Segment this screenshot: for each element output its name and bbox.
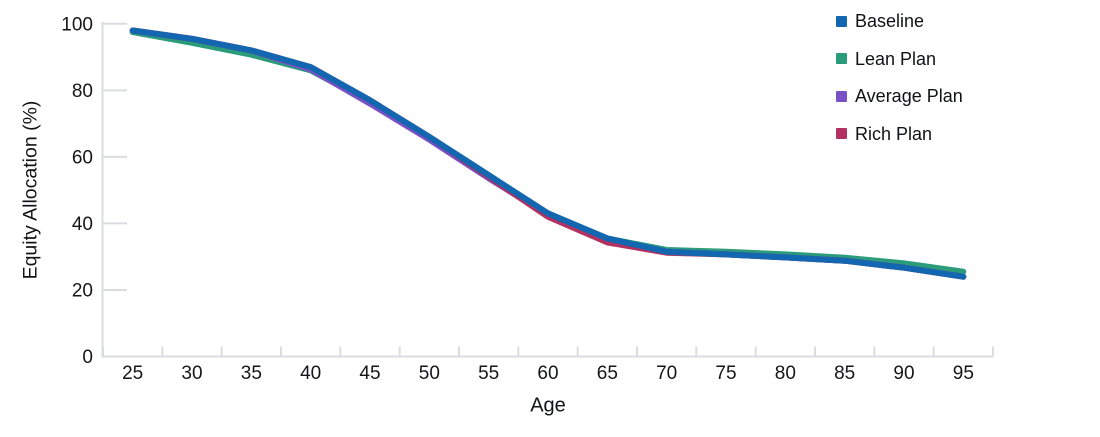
legend-label: Baseline (855, 11, 925, 31)
x-tick-label: 50 (419, 363, 440, 384)
x-tick-label: 80 (775, 363, 796, 384)
legend-label: Rich Plan (855, 123, 933, 144)
legend-item-lean-plan[interactable]: Lean Plan (836, 49, 963, 69)
x-tick-label: 30 (181, 363, 202, 384)
legend-item-rich-plan[interactable]: Rich Plan (836, 124, 963, 144)
x-axis-title: Age (530, 394, 566, 417)
y-tick-label: 80 (72, 81, 93, 102)
y-tick-label: 0 (82, 347, 93, 368)
x-tick-label: 25 (122, 363, 143, 384)
x-tick-label: 90 (893, 363, 914, 384)
x-tick-label: 40 (300, 363, 321, 384)
x-tick-label: 60 (537, 363, 558, 384)
x-tick-label: 70 (656, 363, 677, 384)
y-tick-label: 40 (72, 214, 93, 235)
x-tick-label: 55 (478, 363, 499, 384)
legend-swatch-icon (836, 53, 847, 64)
y-tick-label: 100 (61, 14, 93, 35)
legend-swatch-icon (836, 90, 847, 102)
legend-item-average-plan[interactable]: Average Plan (836, 86, 963, 106)
legend-label: Lean Plan (855, 48, 937, 69)
y-axis-title: Equity Allocation (%) (19, 100, 42, 280)
x-tick-label: 35 (241, 363, 262, 384)
legend-swatch-icon (836, 15, 847, 27)
legend-item-baseline[interactable]: Baseline (836, 11, 963, 31)
x-tick-label: 45 (359, 363, 380, 384)
x-tick-label: 85 (834, 363, 855, 384)
legend: Baseline Lean Plan Average Plan Rich Plan (836, 11, 963, 144)
x-tick-label: 95 (953, 363, 974, 384)
legend-swatch-icon (836, 128, 847, 139)
x-tick-label: 65 (597, 363, 618, 384)
y-tick-label: 20 (72, 281, 93, 302)
series-line-baseline (129, 27, 967, 280)
x-tick-label: 75 (715, 363, 736, 384)
legend-label: Average Plan (855, 86, 963, 106)
y-tick-label: 60 (72, 148, 93, 169)
